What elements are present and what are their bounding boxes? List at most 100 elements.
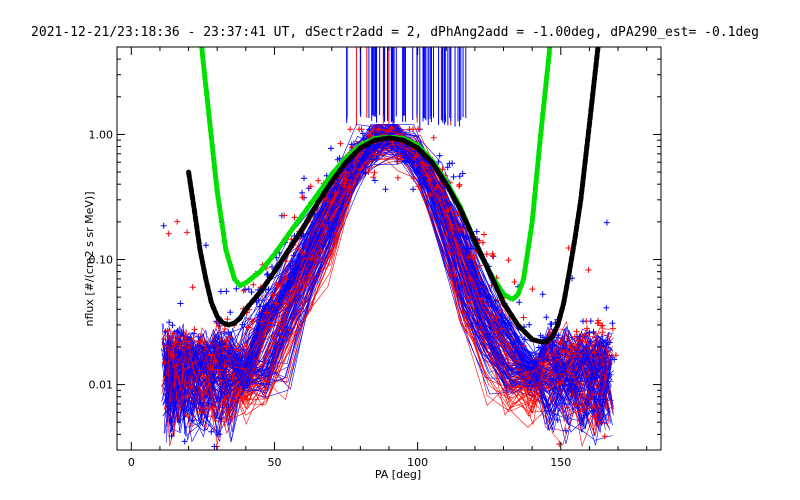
fill-value-spikes bbox=[346, 47, 467, 127]
plus-marker bbox=[195, 333, 202, 340]
plus-marker bbox=[489, 252, 496, 259]
plus-marker bbox=[511, 278, 518, 285]
plus-marker bbox=[479, 239, 486, 246]
plus-marker bbox=[599, 322, 606, 329]
measurement-trace bbox=[168, 140, 609, 422]
plus-marker bbox=[327, 193, 334, 199]
plus-marker bbox=[347, 126, 354, 133]
plus-marker bbox=[538, 360, 545, 367]
plus-marker bbox=[170, 387, 177, 394]
plus-marker bbox=[209, 366, 216, 373]
plus-marker bbox=[499, 312, 506, 319]
plus-marker bbox=[424, 162, 431, 169]
plus-marker bbox=[544, 356, 551, 363]
plus-marker bbox=[412, 154, 419, 161]
y-tick-label: 1.00 bbox=[89, 128, 114, 141]
plus-marker bbox=[521, 336, 528, 343]
plus-marker bbox=[214, 366, 221, 373]
plus-marker bbox=[211, 404, 217, 411]
plus-marker bbox=[596, 418, 603, 425]
plus-marker bbox=[353, 169, 360, 175]
plus-marker bbox=[578, 380, 585, 387]
plus-marker bbox=[590, 407, 596, 414]
plus-marker bbox=[265, 302, 272, 309]
plus-marker bbox=[172, 399, 179, 406]
plus-marker bbox=[576, 388, 583, 395]
black-fit-curve bbox=[186, 47, 601, 345]
plus-marker bbox=[216, 431, 223, 438]
plus-marker bbox=[183, 370, 190, 377]
plus-marker bbox=[223, 288, 230, 295]
plus-marker bbox=[325, 219, 332, 226]
plus-marker bbox=[287, 263, 294, 269]
plus-marker bbox=[481, 231, 487, 238]
plus-marker bbox=[520, 314, 527, 321]
plus-marker bbox=[598, 379, 605, 385]
plus-marker bbox=[427, 191, 434, 198]
plus-marker bbox=[242, 286, 249, 293]
plus-marker bbox=[415, 183, 422, 190]
plus-marker bbox=[285, 280, 292, 287]
plus-marker bbox=[573, 328, 580, 335]
plus-marker bbox=[478, 295, 485, 302]
plus-marker bbox=[315, 177, 322, 184]
plus-marker bbox=[394, 158, 401, 165]
plus-marker bbox=[455, 226, 462, 233]
plus-marker bbox=[596, 378, 603, 385]
plus-marker bbox=[334, 156, 341, 163]
plus-marker bbox=[182, 338, 189, 345]
plus-marker bbox=[459, 170, 466, 177]
plus-marker bbox=[218, 352, 225, 359]
plus-marker bbox=[236, 347, 243, 354]
plus-marker bbox=[466, 268, 473, 275]
plus-marker bbox=[415, 126, 422, 133]
plus-marker bbox=[371, 169, 378, 176]
plus-marker bbox=[557, 339, 564, 346]
plus-marker bbox=[573, 342, 579, 349]
plus-marker bbox=[446, 160, 453, 167]
plus-marker bbox=[496, 309, 503, 315]
plus-marker bbox=[170, 352, 177, 359]
plus-marker bbox=[250, 281, 257, 288]
plus-marker bbox=[359, 169, 366, 176]
plus-marker bbox=[175, 328, 181, 335]
y-tick-label: 0.10 bbox=[89, 254, 114, 267]
plus-marker bbox=[454, 212, 461, 219]
plus-marker bbox=[584, 410, 591, 417]
plus-marker bbox=[505, 257, 512, 264]
plus-marker bbox=[526, 375, 533, 382]
plus-marker bbox=[211, 443, 218, 450]
plus-marker bbox=[587, 338, 594, 345]
plus-marker bbox=[557, 380, 564, 387]
plus-marker bbox=[430, 134, 437, 141]
plus-marker bbox=[603, 304, 610, 311]
plus-marker bbox=[362, 170, 369, 177]
plus-marker bbox=[583, 354, 590, 361]
plus-marker bbox=[243, 343, 250, 350]
plus-marker bbox=[203, 242, 209, 249]
plus-marker bbox=[227, 309, 234, 316]
plus-marker bbox=[406, 126, 413, 133]
plus-marker bbox=[168, 335, 175, 342]
plus-marker bbox=[165, 230, 172, 237]
data-layer bbox=[160, 47, 619, 450]
plus-marker bbox=[603, 219, 610, 226]
plus-marker bbox=[273, 300, 280, 307]
plus-marker bbox=[606, 339, 613, 346]
plus-marker bbox=[370, 174, 377, 181]
measurement-trace bbox=[164, 152, 611, 426]
plus-marker bbox=[433, 184, 440, 191]
plus-marker bbox=[453, 233, 459, 240]
plus-marker bbox=[554, 354, 561, 361]
plus-marker bbox=[590, 328, 597, 335]
plus-marker bbox=[522, 369, 529, 376]
plus-marker bbox=[506, 319, 512, 326]
measurement-trace bbox=[167, 129, 609, 426]
plus-marker bbox=[188, 383, 195, 390]
plus-marker bbox=[537, 332, 544, 339]
plus-marker bbox=[516, 299, 523, 306]
plus-marker bbox=[318, 247, 325, 254]
x-tick-label: 50 bbox=[267, 456, 281, 469]
